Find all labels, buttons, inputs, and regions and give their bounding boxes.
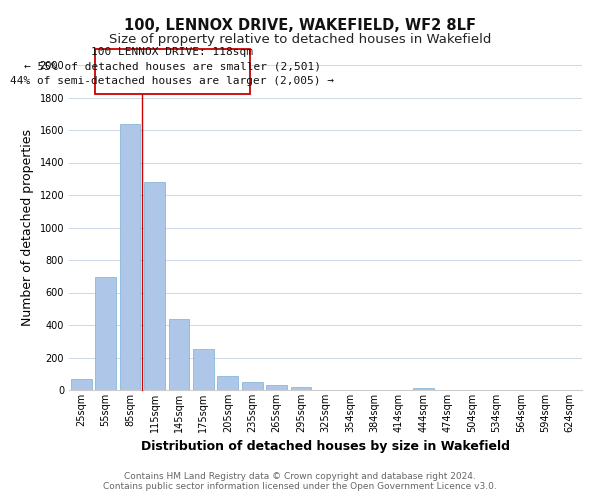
X-axis label: Distribution of detached houses by size in Wakefield: Distribution of detached houses by size … (141, 440, 510, 454)
Text: Contains HM Land Registry data © Crown copyright and database right 2024.: Contains HM Land Registry data © Crown c… (124, 472, 476, 481)
Bar (144, 182, 165, 390)
Bar (71, 380, 92, 390)
Text: 100, LENNOX DRIVE, WAKEFIELD, WF2 8LF: 100, LENNOX DRIVE, WAKEFIELD, WF2 8LF (124, 18, 476, 32)
Bar (242, 382, 263, 390)
Bar (169, 320, 190, 390)
Bar (193, 348, 214, 390)
Bar (266, 386, 287, 390)
Text: Size of property relative to detached houses in Wakefield: Size of property relative to detached ho… (109, 32, 491, 46)
Bar (119, 124, 140, 390)
Text: 100 LENNOX DRIVE: 118sqm
← 55% of detached houses are smaller (2,501)
44% of sem: 100 LENNOX DRIVE: 118sqm ← 55% of detach… (10, 47, 334, 86)
Y-axis label: Number of detached properties: Number of detached properties (21, 129, 34, 326)
Bar (95, 277, 116, 390)
Bar (290, 387, 311, 390)
Bar (413, 388, 434, 390)
Bar (217, 376, 238, 390)
Text: Contains public sector information licensed under the Open Government Licence v3: Contains public sector information licen… (103, 482, 497, 491)
FancyBboxPatch shape (95, 49, 250, 94)
